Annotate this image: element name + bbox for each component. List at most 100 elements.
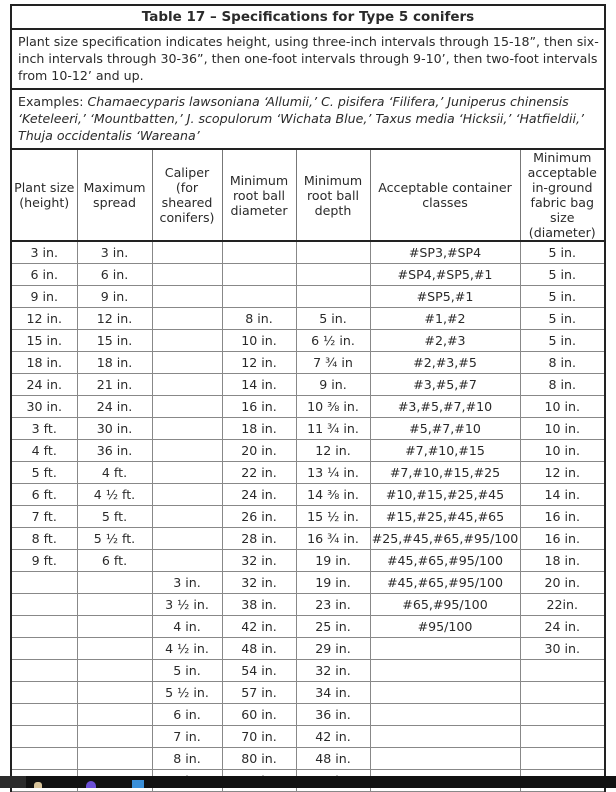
table-row: 6 ft. 4 ½ ft. 24 in. 14 ⅜ in. #10,#15,#25,#4… <box>12 483 604 506</box>
table-cell: 9 in. <box>296 373 371 396</box>
table-cell: 42 in. <box>222 615 297 638</box>
column-header: Minimum root ball diameter <box>222 150 297 242</box>
table-cell <box>152 373 223 396</box>
table-cell <box>370 747 521 770</box>
table-cell: 12 in. <box>77 307 153 330</box>
table-cell: 28 in. <box>222 527 297 550</box>
table-row: 15 in. 15 in. 10 in. 6 ½ in. #2,#3 5 in. <box>12 329 604 352</box>
table-row: 3 ½ in. 38 in. 23 in. #65,#95/100 22in. <box>12 593 604 616</box>
table-cell <box>77 681 153 704</box>
table-cell: 34 in. <box>296 681 371 704</box>
table-cell <box>520 703 604 726</box>
table-cell: 14 in. <box>222 373 297 396</box>
table-cell: #45,#65,#95/100 <box>370 549 521 572</box>
table-cell <box>152 263 223 286</box>
table-cell: 24 in. <box>222 483 297 506</box>
table-row: 8 ft. 5 ½ ft. 28 in. 16 ¾ in. #25,#45,#65,#9… <box>12 527 604 550</box>
table-cell: 16 in. <box>222 395 297 418</box>
table-cell: 15 ½ in. <box>296 505 371 528</box>
table-cell: 8 in. <box>520 373 604 396</box>
column-header: Maximum spread <box>77 150 153 242</box>
table-cell: 9 in. <box>12 285 78 308</box>
column-header: Plant size (height) <box>12 150 78 242</box>
table-cell: 18 in. <box>222 417 297 440</box>
table-cell <box>152 241 223 264</box>
browser-icon[interactable] <box>86 781 96 788</box>
table-cell: #25,#45,#65,#95/100 <box>370 527 521 550</box>
table-cell <box>370 681 521 704</box>
table-cell: 16 in. <box>520 527 604 550</box>
spec-table-container: Table 17 – Specifications for Type 5 con… <box>10 4 606 792</box>
table-cell: 10 in. <box>520 439 604 462</box>
table-cell: #SP3,#SP4 <box>370 241 521 264</box>
table-cell: 48 in. <box>222 637 297 660</box>
table-cell: 24 in. <box>520 615 604 638</box>
table-row: 9 in. 9 in. #SP5,#1 5 in. <box>12 285 604 308</box>
table-cell: 14 in. <box>520 483 604 506</box>
table-cell: 11 ¾ in. <box>296 417 371 440</box>
table-row: 4 in. 42 in. 25 in. #95/100 24 in. <box>12 615 604 638</box>
table-cell <box>152 307 223 330</box>
table-cell: 9 in. <box>77 285 153 308</box>
table-row: 5 ½ in. 57 in. 34 in. <box>12 681 604 704</box>
table-cell: 5 in. <box>520 241 604 264</box>
table-cell <box>370 703 521 726</box>
table-row: 3 in. 32 in. 19 in. #45,#65,#95/100 20 in. <box>12 571 604 594</box>
table-cell: 15 in. <box>12 329 78 352</box>
table-cell <box>77 571 153 594</box>
table-cell <box>152 527 223 550</box>
file-explorer-icon[interactable] <box>132 780 144 788</box>
table-cell <box>12 615 78 638</box>
table-row: 4 ft. 36 in. 20 in. 12 in. #7,#10,#15 10 in. <box>12 439 604 462</box>
table-row: 6 in. 60 in. 36 in. <box>12 703 604 726</box>
table-cell <box>12 659 78 682</box>
start-button[interactable] <box>0 776 26 788</box>
table-cell <box>12 703 78 726</box>
table-cell: 10 in. <box>520 395 604 418</box>
table-cell: 26 in. <box>222 505 297 528</box>
table-cell: 5 in. <box>520 329 604 352</box>
table-cell <box>152 417 223 440</box>
table-cell: 18 in. <box>520 549 604 572</box>
table-cell: 4 in. <box>152 615 223 638</box>
table-cell: 70 in. <box>222 725 297 748</box>
table-cell: 10 in. <box>520 417 604 440</box>
table-cell: #1,#2 <box>370 307 521 330</box>
table-cell: 7 in. <box>152 725 223 748</box>
table-cell: 5 in. <box>296 307 371 330</box>
table-cell <box>520 747 604 770</box>
table-cell: 4 ½ ft. <box>77 483 153 506</box>
table-cell <box>520 659 604 682</box>
table-cell: #95/100 <box>370 615 521 638</box>
table-cell <box>296 285 371 308</box>
table-cell <box>77 703 153 726</box>
table-cell: 5 in. <box>520 307 604 330</box>
table-cell: 7 ¾ in <box>296 351 371 374</box>
table-cell: 22 in. <box>222 461 297 484</box>
table-cell: 30 in. <box>12 395 78 418</box>
table-cell <box>77 725 153 748</box>
table-cell: 18 in. <box>12 351 78 374</box>
app-icon[interactable] <box>34 782 42 788</box>
table-cell <box>77 615 153 638</box>
table-description: Plant size specification indicates heigh… <box>12 30 604 90</box>
table-cell: 6 ½ in. <box>296 329 371 352</box>
table-cell <box>222 241 297 264</box>
table-cell: #3,#5,#7,#10 <box>370 395 521 418</box>
table-cell: #SP4,#SP5,#1 <box>370 263 521 286</box>
table-cell: 36 in. <box>77 439 153 462</box>
table-cell: #SP5,#1 <box>370 285 521 308</box>
table-row: 3 ft. 30 in. 18 in. 11 ¾ in. #5,#7,#10 10 in. <box>12 417 604 440</box>
table-cell: 15 in. <box>77 329 153 352</box>
table-row: 7 ft. 5 ft. 26 in. 15 ½ in. #15,#25,#45,#65 1… <box>12 505 604 528</box>
table-cell <box>152 549 223 572</box>
column-header: Minimum root ball depth <box>296 150 371 242</box>
table-row: 30 in. 24 in. 16 in. 10 ⅜ in. #3,#5,#7,#10 10… <box>12 395 604 418</box>
table-row: 12 in. 12 in. 8 in. 5 in. #1,#2 5 in. <box>12 307 604 330</box>
table-cell: 6 in. <box>12 263 78 286</box>
table-cell: 4 ½ in. <box>152 637 223 660</box>
table-cell <box>152 285 223 308</box>
table-cell: 54 in. <box>222 659 297 682</box>
table-cell: 13 ¼ in. <box>296 461 371 484</box>
table-cell: 25 in. <box>296 615 371 638</box>
